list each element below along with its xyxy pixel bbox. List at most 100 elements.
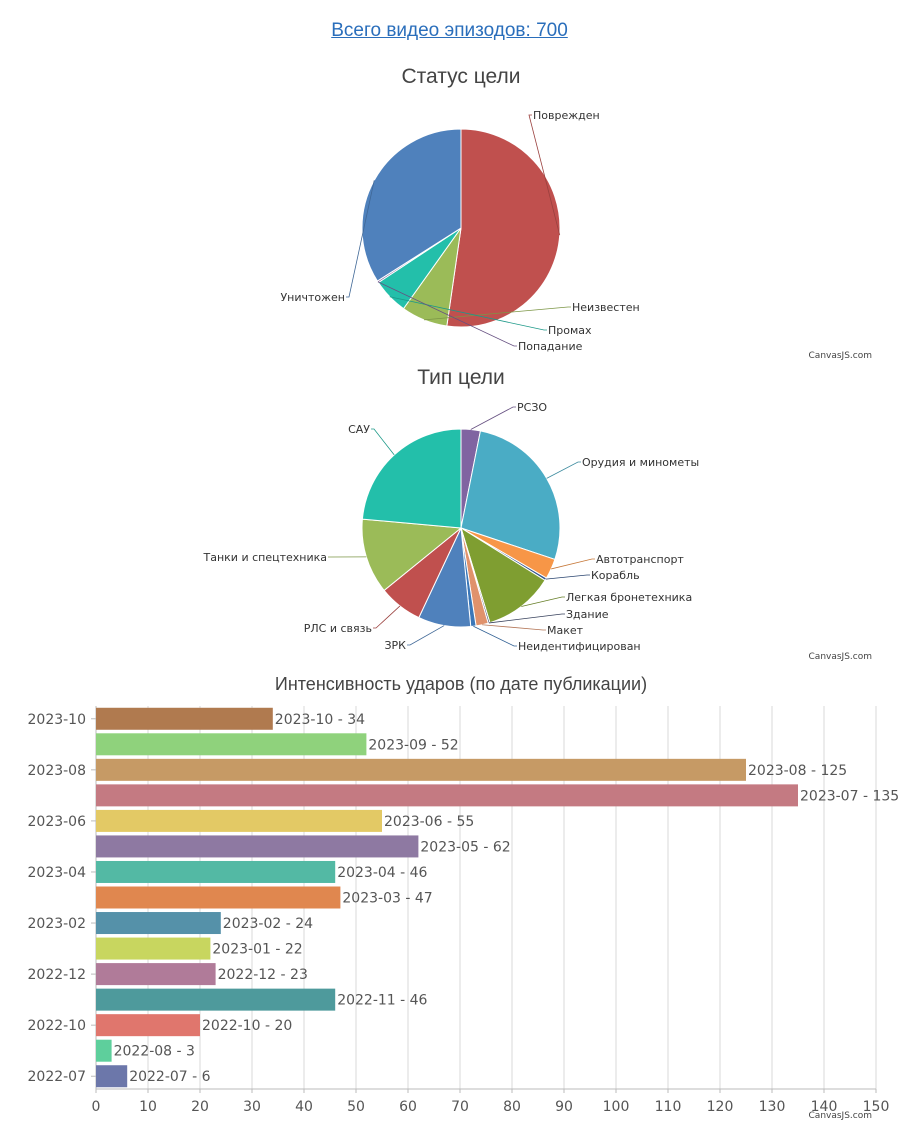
pie-slice-label: САУ bbox=[348, 423, 370, 436]
bar-value-label: 2022-11 - 46 bbox=[337, 993, 427, 1009]
pie-leader-line bbox=[528, 114, 561, 236]
x-tick-label: 10 bbox=[139, 1099, 157, 1115]
pie-slice bbox=[361, 518, 463, 592]
pie-slice bbox=[460, 526, 546, 624]
pie-slice-label: ЗРК bbox=[385, 639, 407, 652]
bar-2022-12 bbox=[96, 963, 216, 986]
pie-leader-line bbox=[407, 625, 445, 646]
bar-2023-10 bbox=[96, 707, 273, 730]
bar-2022-07 bbox=[96, 1065, 128, 1088]
x-tick-label: 150 bbox=[863, 1099, 890, 1115]
bar-2023-09 bbox=[96, 733, 367, 756]
pie-slice bbox=[446, 128, 561, 328]
pie-slice-label: РЛС и связь bbox=[304, 622, 372, 635]
y-tick-label: 2022-12 bbox=[28, 967, 87, 983]
bar-2022-08 bbox=[96, 1039, 112, 1062]
pie-leader-line bbox=[482, 624, 546, 631]
bar-value-label: 2023-09 - 52 bbox=[368, 737, 458, 753]
x-tick-label: 60 bbox=[399, 1099, 417, 1115]
canvasjs-credit: CanvasJS.com bbox=[809, 351, 872, 361]
pie-leader-line bbox=[470, 406, 516, 430]
bar-value-label: 2023-02 - 24 bbox=[223, 916, 313, 932]
bar-chart-title: Интенсивность ударов (по дате публикации… bbox=[275, 674, 647, 694]
bar-value-label: 2023-05 - 62 bbox=[420, 839, 510, 855]
pie-leader-line bbox=[546, 461, 581, 479]
pie-slice-label: Уничтожен bbox=[280, 291, 345, 304]
pie-slice-label: Орудия и минометы bbox=[582, 456, 699, 469]
bar-2022-11 bbox=[96, 988, 336, 1011]
x-tick-label: 0 bbox=[92, 1099, 101, 1115]
y-tick-label: 2023-06 bbox=[28, 814, 87, 830]
pie-slice-label: Здание bbox=[566, 608, 609, 621]
bar-value-label: 2023-01 - 22 bbox=[212, 942, 302, 958]
bar-2023-01 bbox=[96, 937, 211, 960]
y-tick-label: 2023-08 bbox=[28, 763, 87, 779]
x-tick-label: 90 bbox=[555, 1099, 573, 1115]
pie-slice-label: Поврежден bbox=[533, 109, 600, 122]
x-tick-label: 120 bbox=[707, 1099, 734, 1115]
bar-2023-03 bbox=[96, 886, 341, 909]
pie-leader-line bbox=[521, 596, 565, 607]
bar-value-label: 2022-12 - 23 bbox=[218, 967, 308, 983]
pie-slice-label: Промах bbox=[548, 324, 592, 337]
x-tick-label: 140 bbox=[811, 1099, 838, 1115]
bar-2023-08 bbox=[96, 758, 746, 781]
y-tick-label: 2023-10 bbox=[28, 712, 87, 728]
bar-2023-05 bbox=[96, 835, 419, 858]
pie-leader-line bbox=[545, 574, 590, 580]
pie-leader-line bbox=[551, 558, 595, 570]
x-tick-label: 40 bbox=[295, 1099, 313, 1115]
bar-value-label: 2023-08 - 125 bbox=[748, 763, 847, 779]
pie-slice bbox=[361, 428, 462, 529]
x-tick-label: 20 bbox=[191, 1099, 209, 1115]
pie-slice-label: Корабль bbox=[591, 569, 640, 582]
bar-2023-07 bbox=[96, 784, 798, 807]
pie-leader-line bbox=[373, 605, 401, 629]
x-tick-label: 110 bbox=[655, 1099, 682, 1115]
pie-slice-label: Танки и спецтехника bbox=[203, 551, 328, 564]
canvasjs-credit: CanvasJS.com bbox=[809, 1111, 872, 1121]
pie-leader-line bbox=[424, 306, 571, 321]
bar-value-label: 2023-07 - 135 bbox=[800, 788, 899, 804]
pie-leader-line bbox=[389, 296, 547, 331]
pie-leader-line bbox=[346, 180, 375, 298]
bar-value-label: 2023-04 - 46 bbox=[337, 865, 427, 881]
bar-2023-06 bbox=[96, 809, 382, 832]
x-tick-label: 80 bbox=[503, 1099, 521, 1115]
pie-slice-label: Неидентифицирован bbox=[518, 640, 641, 653]
x-tick-label: 30 bbox=[243, 1099, 261, 1115]
pie-leader-line bbox=[473, 625, 517, 647]
x-tick-label: 100 bbox=[603, 1099, 630, 1115]
pie-leader-line bbox=[371, 428, 395, 456]
pie-slice-label: РСЗО bbox=[517, 401, 547, 414]
pie-slice-label: Автотранспорт bbox=[596, 553, 684, 566]
x-tick-label: 130 bbox=[759, 1099, 786, 1115]
bar-2023-04 bbox=[96, 860, 336, 883]
pie-chart-title: Статус цели bbox=[402, 65, 521, 88]
x-tick-label: 50 bbox=[347, 1099, 365, 1115]
bar-value-label: 2023-10 - 34 bbox=[275, 712, 365, 728]
pie-slice bbox=[460, 430, 561, 561]
y-tick-label: 2022-10 bbox=[28, 1018, 87, 1034]
bar-value-label: 2023-03 - 47 bbox=[342, 891, 432, 907]
bar-2023-02 bbox=[96, 912, 221, 935]
pie-leader-line bbox=[377, 281, 517, 347]
bar-2022-10 bbox=[96, 1014, 200, 1037]
bar-value-label: 2022-08 - 3 bbox=[114, 1044, 195, 1060]
y-tick-label: 2023-02 bbox=[28, 916, 87, 932]
pie-slice-label: Легкая бронетехника bbox=[566, 591, 692, 604]
episodes-count-link[interactable]: Всего видео эпизодов: 700 bbox=[331, 20, 568, 41]
bar-value-label: 2023-06 - 55 bbox=[384, 814, 474, 830]
pie-leader-line bbox=[488, 613, 565, 624]
pie-slice-label: Попадание bbox=[518, 340, 583, 353]
x-tick-label: 70 bbox=[451, 1099, 469, 1115]
canvasjs-credit: CanvasJS.com bbox=[809, 652, 872, 662]
pie-slice-label: Неизвестен bbox=[572, 301, 640, 314]
bar-value-label: 2022-07 - 6 bbox=[129, 1069, 210, 1085]
y-tick-label: 2022-07 bbox=[28, 1069, 87, 1085]
pie-slice-label: Макет bbox=[547, 624, 584, 637]
y-tick-label: 2023-04 bbox=[28, 865, 87, 881]
bar-value-label: 2022-10 - 20 bbox=[202, 1018, 292, 1034]
pie-chart-title: Тип цели bbox=[417, 366, 505, 389]
